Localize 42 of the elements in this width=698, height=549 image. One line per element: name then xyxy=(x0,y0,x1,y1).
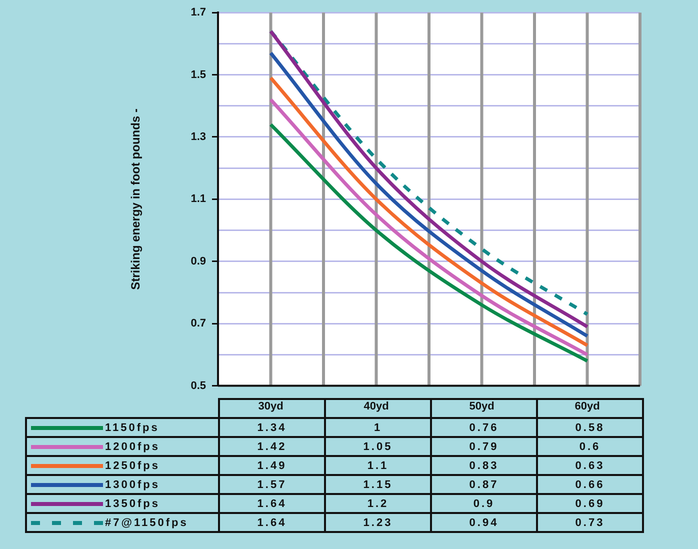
legend-label: 1300fps xyxy=(105,478,160,490)
data-label: 0.6 xyxy=(537,437,643,456)
data-label: 1.23 xyxy=(325,513,431,532)
legend-label: 1200fps xyxy=(105,440,160,452)
y-tick-label: 0.9 xyxy=(190,255,206,268)
data-label: 1.42 xyxy=(219,437,325,456)
data-label: 0.69 xyxy=(537,494,643,513)
data-label: 0.58 xyxy=(537,418,643,437)
x-tick-label: 30yd xyxy=(258,400,284,412)
data-label: 1.2 xyxy=(325,494,431,513)
data-label: 1.64 xyxy=(219,494,325,513)
data-label: 0.87 xyxy=(431,475,537,494)
y-tick-label: 1.7 xyxy=(190,6,206,19)
y-tick-label: 1.5 xyxy=(190,68,206,81)
data-label: 1.1 xyxy=(325,456,431,475)
data-label: 0.83 xyxy=(431,456,537,475)
data-label: 1.57 xyxy=(219,475,325,494)
data-label: 1.64 xyxy=(219,513,325,532)
data-label: 1.15 xyxy=(325,475,431,494)
y-tick-label: 1.3 xyxy=(190,131,206,144)
data-label: 0.63 xyxy=(537,456,643,475)
data-label: 0.76 xyxy=(431,418,537,437)
y-tick-label: 0.5 xyxy=(190,380,206,392)
data-label: 0.94 xyxy=(431,513,537,532)
data-label: 1.34 xyxy=(219,418,325,437)
data-label: 0.9 xyxy=(431,494,537,513)
legend-label: 1150fps xyxy=(105,422,160,434)
x-tick-label: 60yd xyxy=(574,400,600,412)
data-label: 0.73 xyxy=(537,513,643,532)
data-label: 1.05 xyxy=(325,437,431,456)
y-tick-label: 0.7 xyxy=(190,318,206,330)
x-tick-label: 50yd xyxy=(469,400,494,412)
data-label: 0.79 xyxy=(431,437,537,456)
legend-label: 1350fps xyxy=(105,498,160,510)
data-label: 1 xyxy=(325,418,431,437)
legend-label: #7@1150fps xyxy=(105,516,188,528)
y-axis-title: Striking energy in foot pounds - xyxy=(128,108,143,290)
legend-label: 1250fps xyxy=(105,460,160,472)
x-tick-label: 40yd xyxy=(364,400,389,412)
data-label: 1.49 xyxy=(219,456,325,475)
y-tick-label: 1.1 xyxy=(190,193,206,206)
data-label: 0.66 xyxy=(537,475,643,494)
